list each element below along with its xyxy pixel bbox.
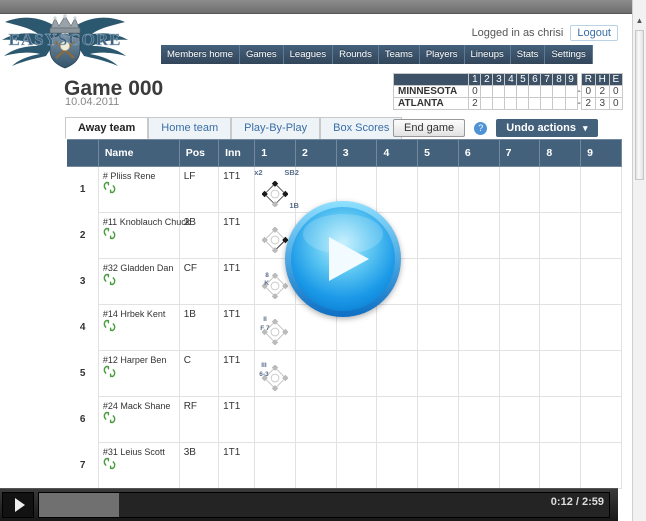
svg-text:EASYSCORE: EASYSCORE [9, 30, 122, 49]
